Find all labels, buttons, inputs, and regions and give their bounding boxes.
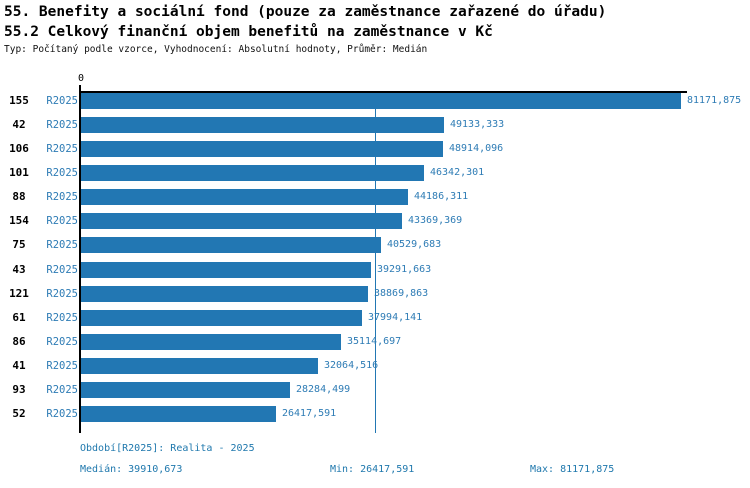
period-label: Období[R2025]: Realita - 2025: [80, 443, 255, 454]
value-label: 35114,697: [347, 336, 402, 347]
series-label: R2025: [46, 191, 78, 203]
bar[interactable]: [81, 382, 290, 398]
bar[interactable]: [81, 310, 362, 326]
bar-row: 43 R2025 39291,663: [0, 262, 750, 278]
bar[interactable]: [81, 189, 408, 205]
category-label: 42: [12, 118, 26, 131]
bar-row: 75 R2025 40529,683: [0, 237, 750, 253]
min-stat: Min: 26417,591: [330, 464, 415, 475]
bar[interactable]: [81, 406, 276, 422]
chart-title-line2: 55.2 Celkový finanční objem benefitů na …: [4, 24, 493, 40]
bar-row: 106 R2025 48914,096: [0, 141, 750, 157]
bar[interactable]: [81, 213, 402, 229]
value-label: 38869,863: [374, 288, 429, 299]
series-label: R2025: [46, 95, 78, 107]
bar[interactable]: [81, 286, 368, 302]
category-label: 43: [12, 263, 26, 276]
series-label: R2025: [46, 408, 78, 420]
series-label: R2025: [46, 167, 78, 179]
value-label: 28284,499: [296, 384, 351, 395]
bar-row: 88 R2025 44186,311: [0, 189, 750, 205]
series-label: R2025: [46, 288, 78, 300]
bar-row: 93 R2025 28284,499: [0, 382, 750, 398]
category-label: 52: [12, 407, 26, 420]
value-label: 43369,369: [408, 215, 463, 226]
series-label: R2025: [46, 360, 78, 372]
bar[interactable]: [81, 237, 381, 253]
value-label: 32064,516: [324, 360, 379, 371]
bar-row: 101 R2025 46342,301: [0, 165, 750, 181]
bar-row: 155 R2025 81171,875: [0, 93, 750, 109]
bar-row: 121 R2025 38869,863: [0, 286, 750, 302]
bar-row: 86 R2025 35114,697: [0, 334, 750, 350]
bar[interactable]: [81, 358, 318, 374]
category-label: 101: [9, 166, 29, 179]
median-reference-line: [375, 92, 376, 433]
value-label: 37994,141: [368, 312, 423, 323]
series-label: R2025: [46, 143, 78, 155]
category-label: 121: [9, 287, 29, 300]
y-axis-line: [79, 85, 81, 433]
category-label: 106: [9, 142, 29, 155]
value-label: 46342,301: [430, 167, 485, 178]
bar[interactable]: [81, 262, 371, 278]
value-label: 81171,875: [687, 95, 742, 106]
bar-row: 41 R2025 32064,516: [0, 358, 750, 374]
bar-row: 61 R2025 37994,141: [0, 310, 750, 326]
bar-row: 42 R2025 49133,333: [0, 117, 750, 133]
category-label: 75: [12, 238, 26, 251]
value-label: 49133,333: [450, 119, 505, 130]
bar[interactable]: [81, 93, 681, 109]
value-label: 39291,663: [377, 264, 432, 275]
value-label: 26417,591: [282, 408, 337, 419]
bar-row: 52 R2025 26417,591: [0, 406, 750, 422]
category-label: 61: [12, 311, 26, 324]
series-label: R2025: [46, 239, 78, 251]
bar[interactable]: [81, 141, 443, 157]
bar[interactable]: [81, 117, 444, 133]
value-label: 40529,683: [387, 239, 442, 250]
value-label: 48914,096: [449, 143, 504, 154]
category-label: 41: [12, 359, 26, 372]
category-label: 154: [9, 214, 29, 227]
bar[interactable]: [81, 334, 341, 350]
series-label: R2025: [46, 264, 78, 276]
series-label: R2025: [46, 312, 78, 324]
series-label: R2025: [46, 336, 78, 348]
value-label: 44186,311: [414, 191, 469, 202]
bar[interactable]: [81, 165, 424, 181]
chart-title-line1: 55. Benefity a sociální fond (pouze za z…: [4, 4, 607, 20]
bar-row: 154 R2025 43369,369: [0, 213, 750, 229]
max-stat: Max: 81171,875: [530, 464, 615, 475]
category-label: 93: [12, 383, 26, 396]
category-label: 86: [12, 335, 26, 348]
chart-subtitle: Typ: Počítaný podle vzorce, Vyhodnocení:…: [4, 44, 428, 55]
median-stat: Medián: 39910,673: [80, 464, 183, 475]
series-label: R2025: [46, 119, 78, 131]
series-label: R2025: [46, 384, 78, 396]
series-label: R2025: [46, 215, 78, 227]
x-axis-zero-tick-label: 0: [77, 73, 85, 84]
category-label: 155: [9, 94, 29, 107]
category-label: 88: [12, 190, 26, 203]
x-axis-line: [79, 91, 687, 93]
